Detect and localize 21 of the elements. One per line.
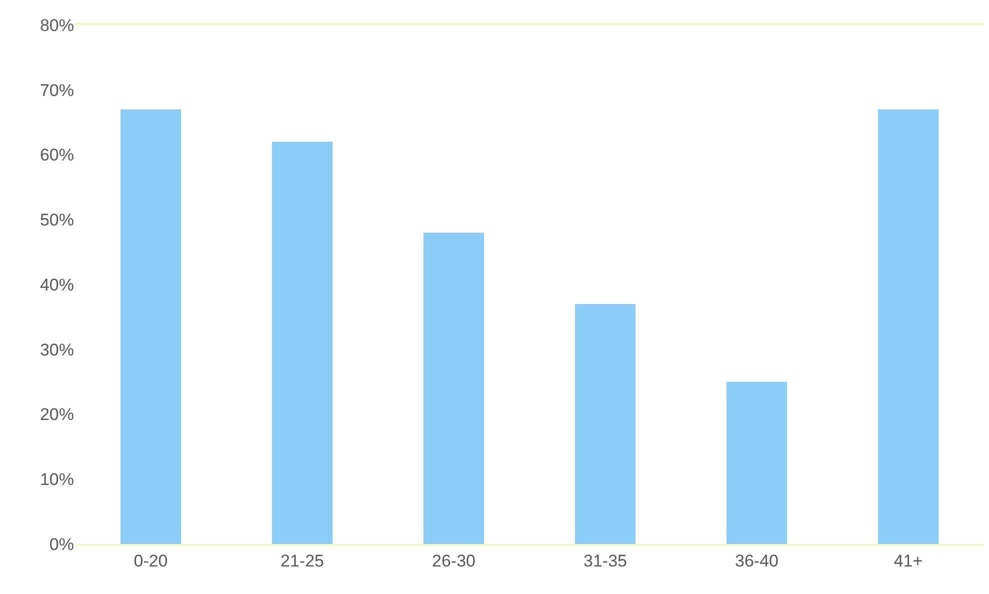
y-tick-label: 40% bbox=[40, 275, 74, 294]
y-tick-label: 20% bbox=[40, 405, 74, 424]
x-tick-label: 31-35 bbox=[584, 551, 627, 570]
x-tick-label: 41+ bbox=[894, 551, 923, 570]
x-tick-label: 0-20 bbox=[134, 551, 168, 570]
y-tick-label: 50% bbox=[40, 210, 74, 230]
bar bbox=[574, 304, 636, 544]
bar bbox=[726, 382, 788, 544]
y-tick-label: 0% bbox=[49, 534, 74, 554]
x-tick-label: 36-40 bbox=[735, 551, 778, 570]
bar bbox=[120, 109, 182, 544]
y-tick-label: 30% bbox=[40, 340, 74, 360]
y-tick-label: 70% bbox=[40, 80, 74, 100]
y-tick-label: 60% bbox=[40, 146, 74, 165]
bar bbox=[272, 142, 333, 544]
y-tick-label: 80% bbox=[40, 16, 74, 35]
x-tick-label: 26-30 bbox=[432, 551, 476, 570]
bar bbox=[878, 109, 939, 544]
y-tick-label: 10% bbox=[40, 470, 74, 490]
x-tick-label: 21-25 bbox=[280, 551, 324, 570]
bar bbox=[423, 232, 484, 544]
